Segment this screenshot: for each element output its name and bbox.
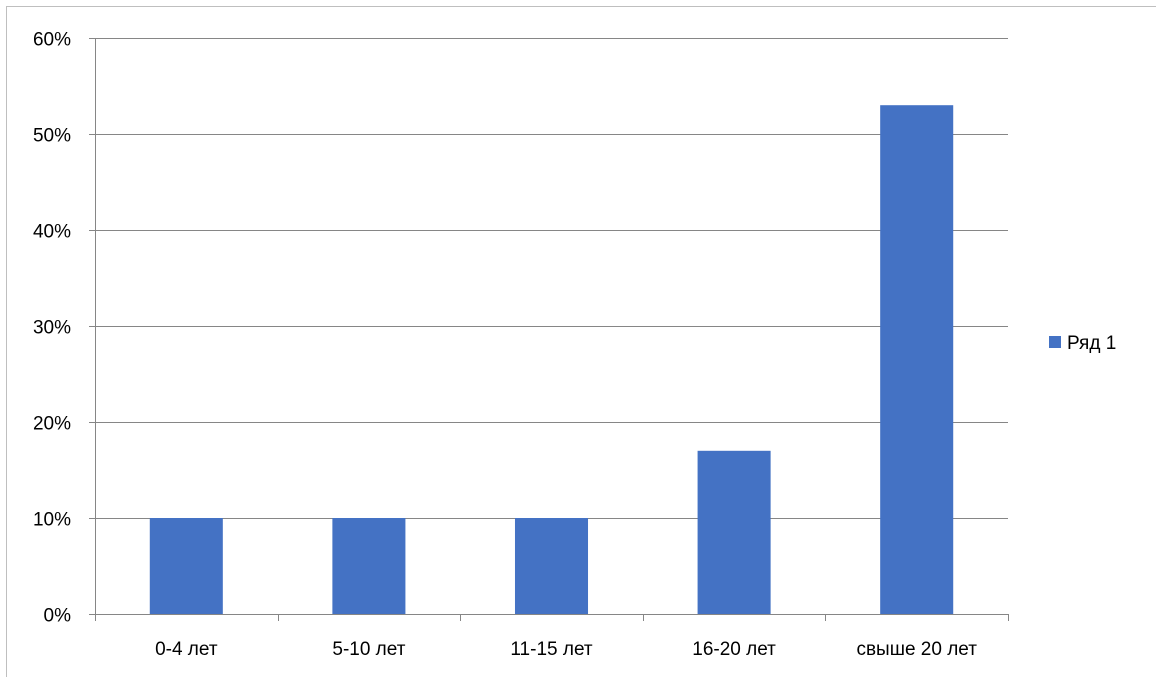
bar: [697, 450, 771, 614]
y-tick-label: 0%: [44, 606, 72, 627]
bars: [149, 105, 954, 614]
gridlines: [95, 38, 1008, 519]
bar: [880, 105, 954, 614]
chart-frame: [6, 6, 1156, 677]
x-tick-label: 0-4 лет: [155, 639, 218, 660]
legend: Ряд 1: [1049, 333, 1116, 354]
x-tick-label: свыше 20 лет: [856, 639, 977, 660]
y-tick-label: 10%: [33, 510, 71, 531]
y-tick-label: 30%: [33, 318, 71, 339]
x-tick-label: 11-15 лет: [510, 639, 592, 660]
bar: [514, 518, 589, 614]
x-tick-labels: 0-4 лет 5-10 лет 11-15 лет 16-20 лет свыше 2…: [155, 639, 977, 660]
bar: [149, 518, 223, 614]
y-tick-label: 20%: [33, 414, 71, 435]
y-tick-labels: 0% 10% 20% 30% 40% 50% 60%: [33, 30, 71, 627]
x-tick-label: 16-20 лет: [692, 639, 776, 660]
legend-swatch: [1049, 336, 1061, 348]
y-tick-label: 60%: [33, 30, 71, 51]
y-tick-label: 50%: [33, 126, 71, 147]
legend-label: Ряд 1: [1067, 333, 1116, 354]
axes: [89, 38, 1009, 621]
bar: [332, 518, 406, 614]
y-tick-label: 40%: [33, 222, 71, 243]
x-tick-label: 5-10 лет: [332, 639, 405, 660]
